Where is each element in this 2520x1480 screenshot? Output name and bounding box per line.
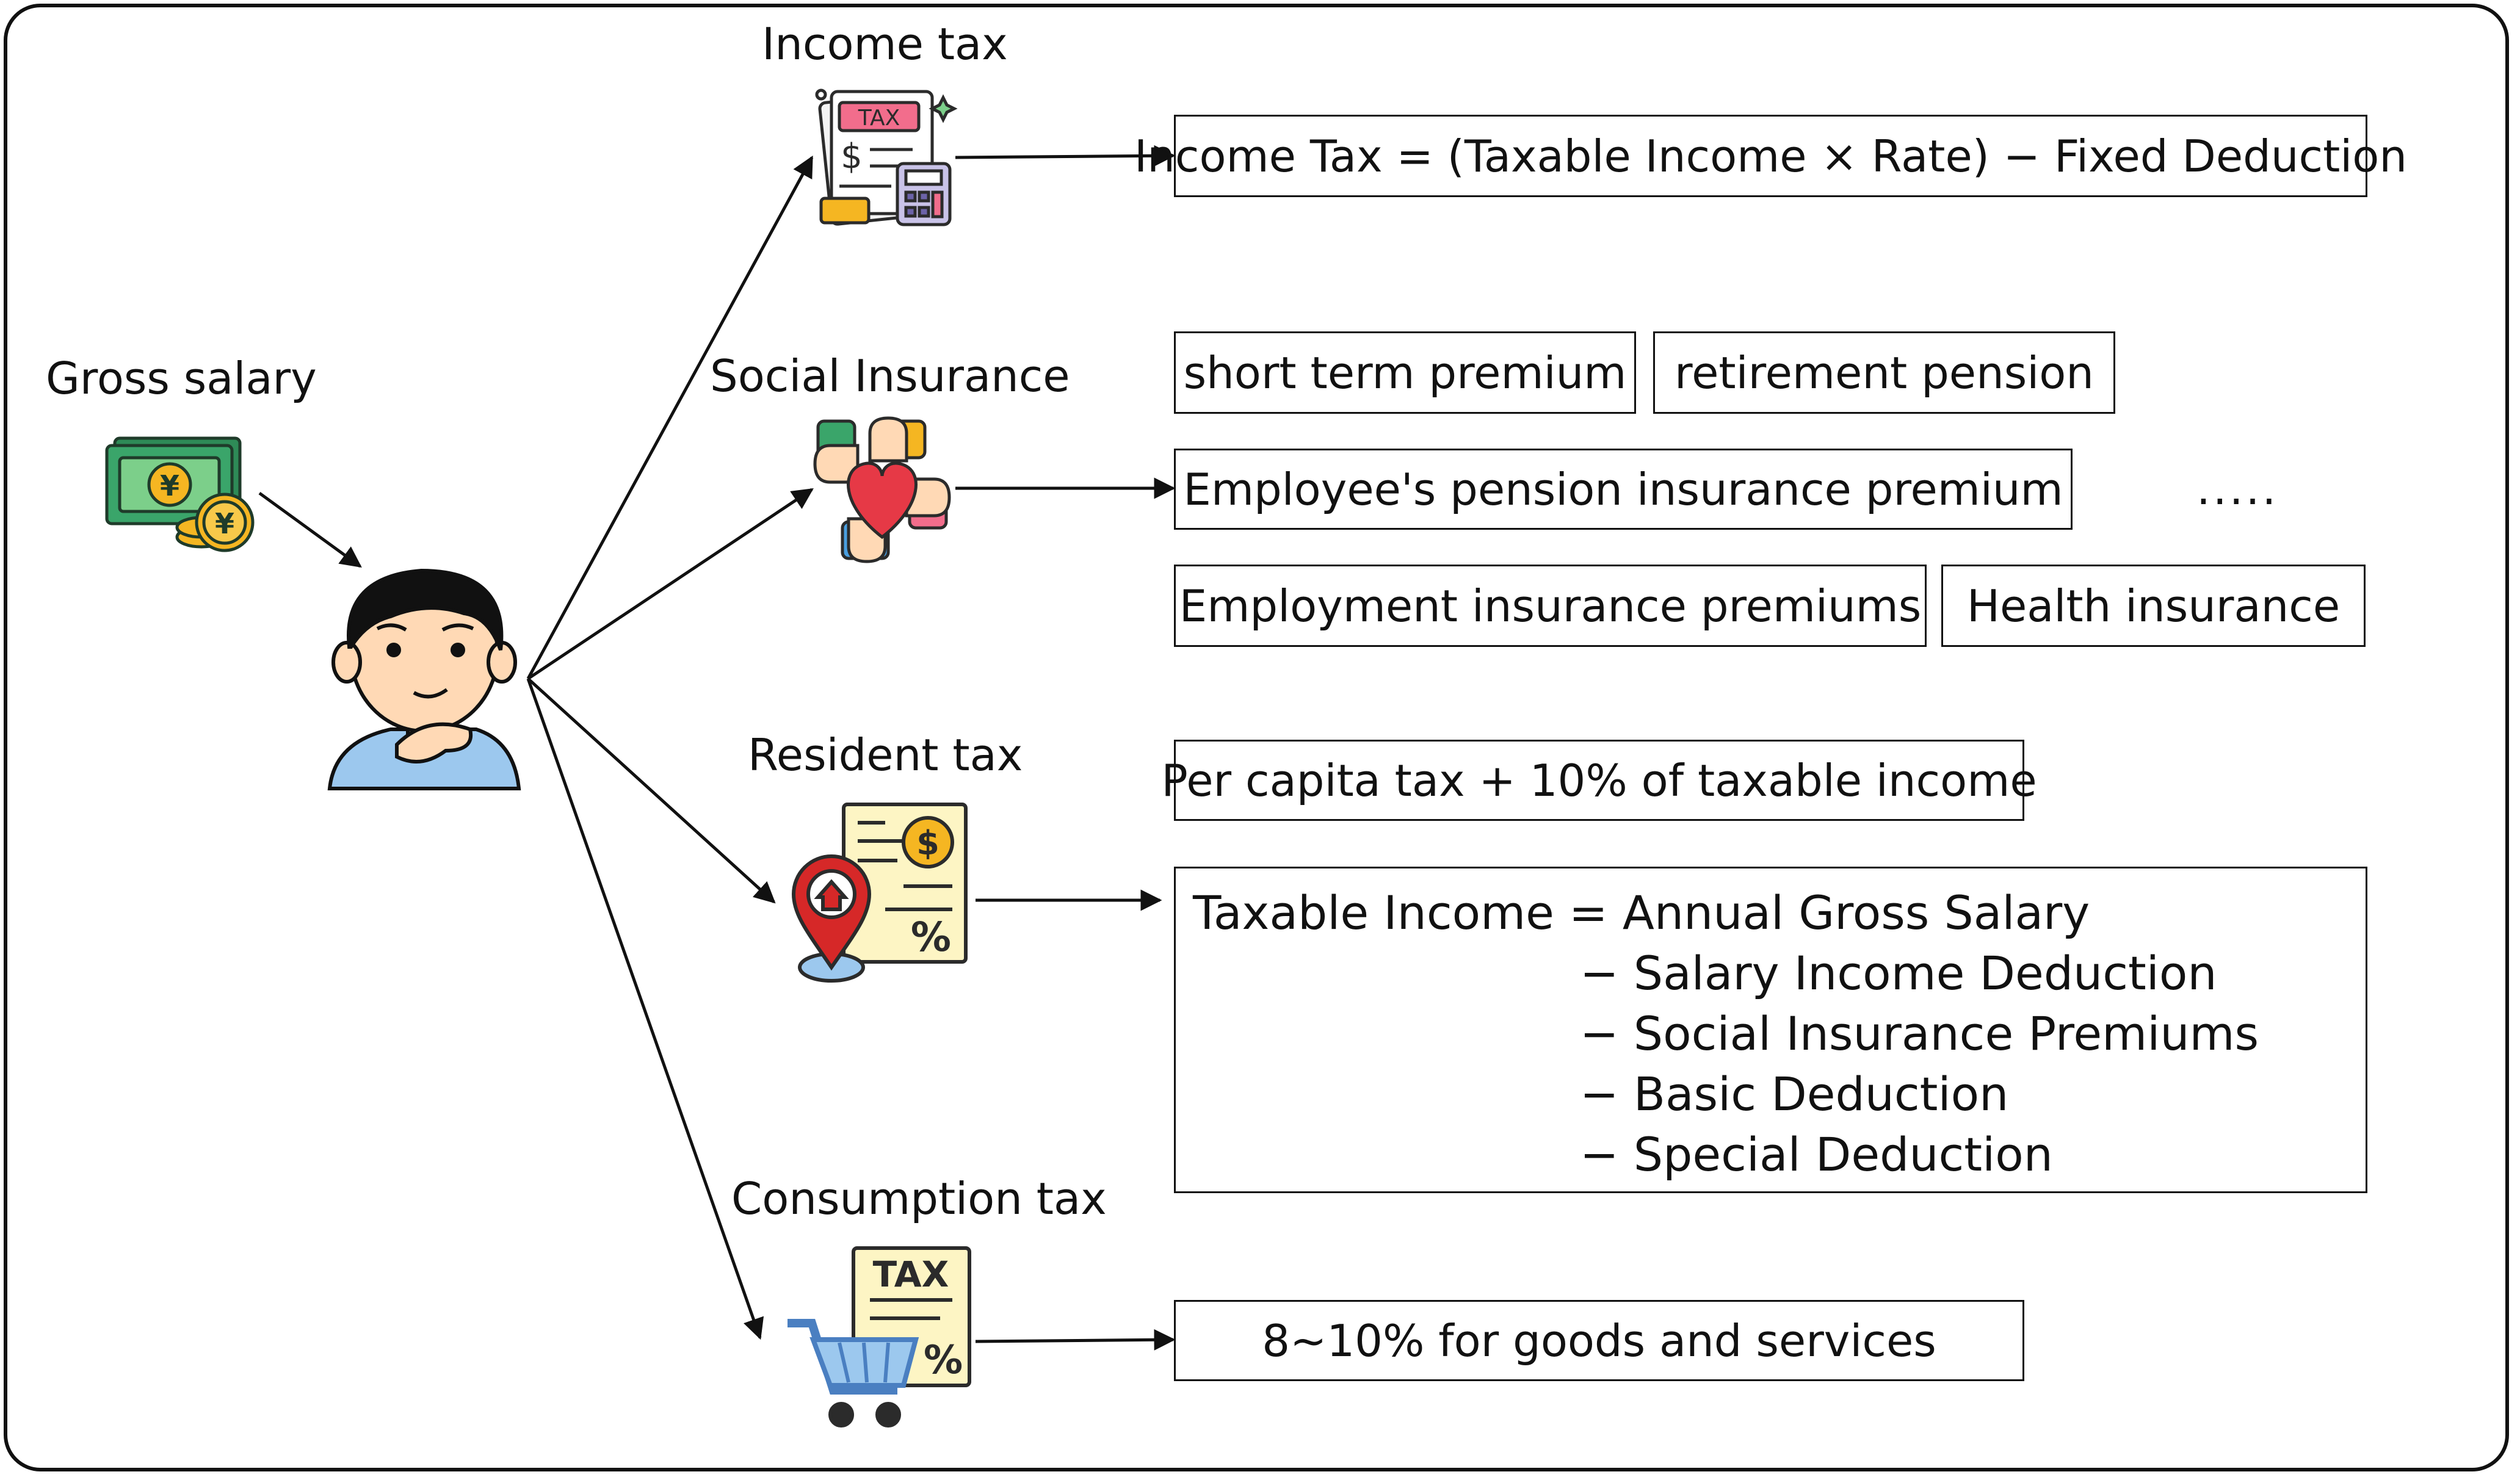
- arrow-income-tax-to-box: [955, 145, 1176, 167]
- per-capita-tax-box: Per capita tax + 10% of taxable income: [1161, 740, 2037, 821]
- arrow-consumption-to-box: [975, 1329, 1176, 1351]
- shopping-cart-tax-icon: TAX %: [788, 1246, 971, 1428]
- arrow-to-consumption-tax: [526, 678, 764, 1340]
- diagram-frame: [4, 4, 2509, 1471]
- label-income-tax: Income tax: [762, 18, 1008, 70]
- more-items-ellipsis: .....: [2196, 463, 2279, 514]
- tax-calculator-icon: TAX $: [815, 88, 958, 226]
- taxable-income-formula-first-line: Taxable Income = Annual Gross Salary: [1193, 886, 2090, 940]
- formula-term-special-deduction: − Special Deduction: [1580, 1127, 2053, 1182]
- consumption-tax-rate-box: 8~10% for goods and services: [1174, 1300, 2024, 1381]
- formula-term-basic-deduction: − Basic Deduction: [1580, 1067, 2009, 1121]
- svg-text:TAX: TAX: [858, 106, 900, 131]
- employee-pension-box: Employee's pension insurance premium: [1174, 449, 2073, 530]
- svg-text:$: $: [841, 137, 863, 176]
- svg-text:%: %: [924, 1338, 963, 1383]
- employment-insurance-box: Employment insurance premiums: [1174, 565, 1927, 647]
- svg-text:¥: ¥: [160, 469, 179, 502]
- svg-text:¥: ¥: [215, 507, 234, 540]
- thinking-person-icon: [327, 568, 521, 790]
- arrow-to-social-insurance: [527, 488, 814, 680]
- svg-text:%: %: [911, 914, 951, 961]
- label-resident-tax: Resident tax: [748, 729, 1023, 781]
- hands-heart-icon: [813, 416, 951, 563]
- label-social-insurance: Social Insurance: [710, 350, 1070, 402]
- arrow-money-to-person: [258, 491, 362, 568]
- taxable-income-formula-box: Taxable Income = Annual Gross Salary − S…: [1174, 867, 2367, 1193]
- arrow-to-income-tax: [526, 155, 814, 680]
- label-consumption-tax: Consumption tax: [731, 1173, 1107, 1224]
- label-gross-salary: Gross salary: [46, 353, 317, 404]
- svg-text:TAX: TAX: [873, 1254, 949, 1295]
- retirement-pension-box: retirement pension: [1653, 331, 2115, 414]
- health-insurance-box: Health insurance: [1941, 565, 2366, 647]
- money-yen-icon: ¥ ¥: [105, 436, 255, 552]
- short-term-premium-box: short term premium: [1174, 331, 1636, 414]
- svg-text:$: $: [916, 824, 940, 862]
- formula-term-salary-income-deduction: − Salary Income Deduction: [1580, 946, 2217, 1000]
- arrow-to-resident-tax: [527, 677, 776, 904]
- formula-term-social-insurance-premiums: − Social Insurance Premiums: [1580, 1006, 2259, 1061]
- income-tax-formula-box: Income Tax = (Taxable Income × Rate) − F…: [1134, 115, 2407, 197]
- location-document-icon: $ %: [791, 803, 968, 983]
